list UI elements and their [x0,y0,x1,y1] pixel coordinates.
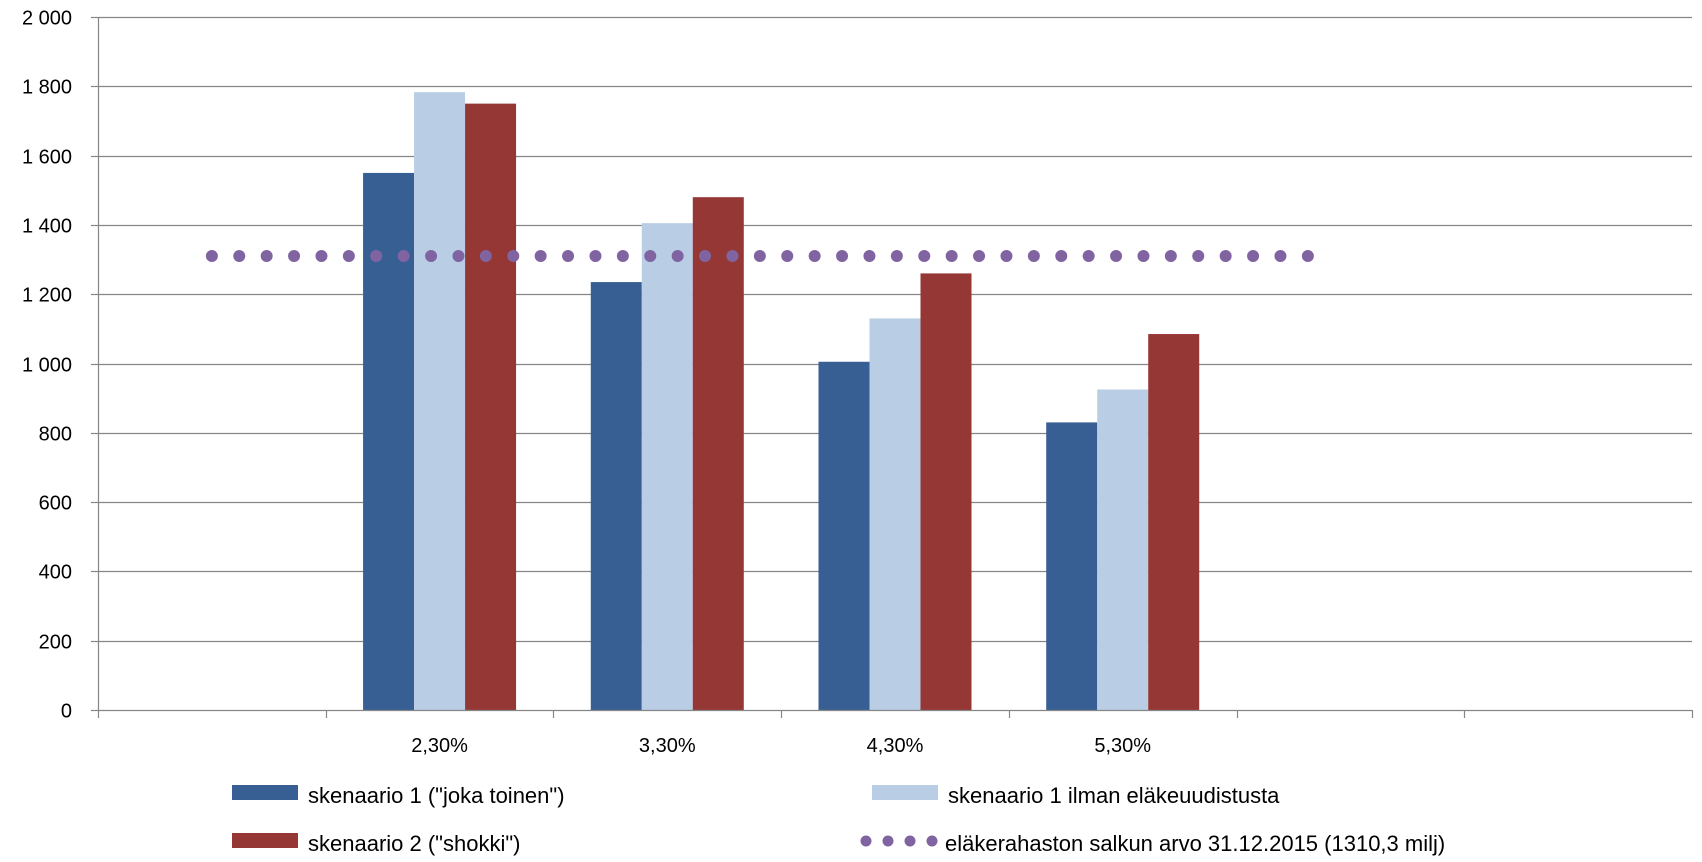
legend-label: eläkerahaston salkun arvo 31.12.2015 (13… [945,831,1445,856]
y-tick-label: 1 000 [22,355,72,377]
reference-point [616,249,629,262]
reference-point [507,249,520,262]
reference-point [1110,249,1123,262]
bar [869,318,921,710]
reference-point [1000,249,1013,262]
reference-point [1301,249,1314,262]
bar [641,223,693,711]
axes [97,17,1694,718]
bar [590,282,642,710]
bar [920,273,972,710]
reference-point [1164,249,1177,262]
x-axis-ticks: 2,30% 3,30% 4,30% 5,30% [411,735,1151,757]
legend-label: skenaario 2 ("shokki") [308,831,520,856]
y-tick-label: 400 [39,562,72,584]
bar [818,361,870,710]
reference-point [260,249,273,262]
bar [1148,334,1200,710]
reference-point [890,249,903,262]
x-tick-label: 3,30% [639,735,696,757]
y-tick-label: 1 600 [22,147,72,169]
legend: skenaario 1 ("joka toinen") skenaario 1 i… [232,783,1445,856]
reference-point [315,249,328,262]
reference-point [1247,249,1260,262]
y-tick-label: 0 [61,701,72,723]
reference-point [945,249,958,262]
x-tick-label: 2,30% [411,735,468,757]
reference-line [205,249,1314,262]
reference-point [589,249,602,262]
legend-swatch [904,835,916,847]
reference-point [671,249,684,262]
reference-point [397,249,410,262]
reference-point [1055,249,1068,262]
legend-swatch [926,835,938,847]
bar [1097,389,1149,710]
x-tick-label: 4,30% [867,735,924,757]
legend-label: skenaario 1 ("joka toinen") [308,783,565,808]
reference-point [836,249,849,262]
reference-point [1137,249,1150,262]
reference-point [233,249,246,262]
reference-point [973,249,986,262]
reference-point [1082,249,1095,262]
legend-swatch [882,835,894,847]
reference-point [863,249,876,262]
legend-swatch [232,785,298,800]
reference-point [1192,249,1205,262]
reference-point [1274,249,1287,262]
y-tick-label: 1 400 [22,216,72,238]
reference-point [1219,249,1232,262]
reference-point [452,249,465,262]
legend-swatch [232,833,298,848]
bar [465,103,517,710]
bar [363,172,415,711]
reference-point [781,249,794,262]
reference-point [808,249,821,262]
bar [414,92,466,711]
reference-point [342,249,355,262]
y-tick-label: 1 200 [22,285,72,307]
reference-point [370,249,383,262]
y-tick-label: 600 [39,493,72,515]
y-tick-label: 1 800 [22,77,72,99]
x-tick-label: 5,30% [1094,735,1151,757]
reference-point [644,249,657,262]
legend-swatch [872,785,938,800]
reference-point [918,249,931,262]
legend-label: skenaario 1 ilman eläkeuudistusta [948,783,1280,808]
reference-point [562,249,575,262]
bar [1046,422,1098,710]
y-tick-label: 2 000 [22,8,72,30]
reference-point [699,249,712,262]
reference-point [753,249,766,262]
legend-swatch [860,835,872,847]
reference-point [205,249,218,262]
reference-point [726,249,739,262]
reference-point [479,249,492,262]
bar [692,197,744,710]
reference-point [288,249,301,262]
reference-point [425,249,438,262]
y-axis-ticks: 0 200 400 600 800 1 000 1 200 1 400 1 600 1 800 2 … [22,8,72,723]
y-tick-label: 200 [39,632,72,654]
reference-point [1027,249,1040,262]
bars [363,92,1200,711]
reference-point [534,249,547,262]
y-tick-label: 800 [39,424,72,446]
